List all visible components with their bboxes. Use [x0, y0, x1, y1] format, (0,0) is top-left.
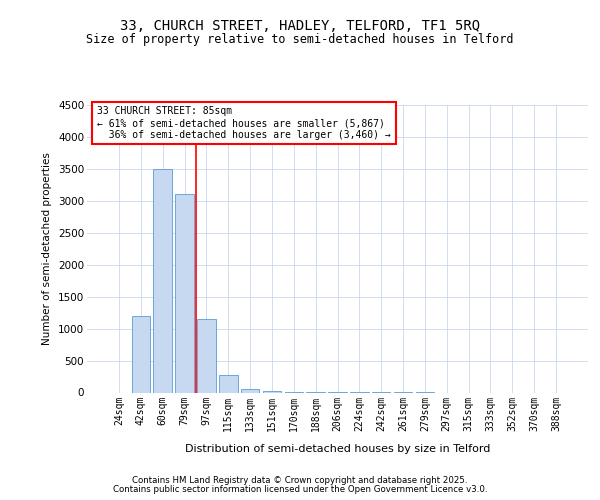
Bar — [154, 169, 172, 392]
Text: Distribution of semi-detached houses by size in Telford: Distribution of semi-detached houses by … — [185, 444, 490, 454]
Bar — [197, 319, 216, 392]
Bar — [131, 316, 150, 392]
Y-axis label: Number of semi-detached properties: Number of semi-detached properties — [43, 152, 52, 345]
Text: Size of property relative to semi-detached houses in Telford: Size of property relative to semi-detach… — [86, 34, 514, 46]
Bar — [175, 194, 194, 392]
Bar — [219, 374, 238, 392]
Bar — [263, 391, 281, 392]
Bar — [241, 390, 259, 392]
Text: Contains public sector information licensed under the Open Government Licence v3: Contains public sector information licen… — [113, 485, 487, 494]
Text: Contains HM Land Registry data © Crown copyright and database right 2025.: Contains HM Land Registry data © Crown c… — [132, 476, 468, 485]
Text: 33 CHURCH STREET: 85sqm
← 61% of semi-detached houses are smaller (5,867)
  36% : 33 CHURCH STREET: 85sqm ← 61% of semi-de… — [97, 106, 391, 140]
Text: 33, CHURCH STREET, HADLEY, TELFORD, TF1 5RQ: 33, CHURCH STREET, HADLEY, TELFORD, TF1 … — [120, 19, 480, 33]
